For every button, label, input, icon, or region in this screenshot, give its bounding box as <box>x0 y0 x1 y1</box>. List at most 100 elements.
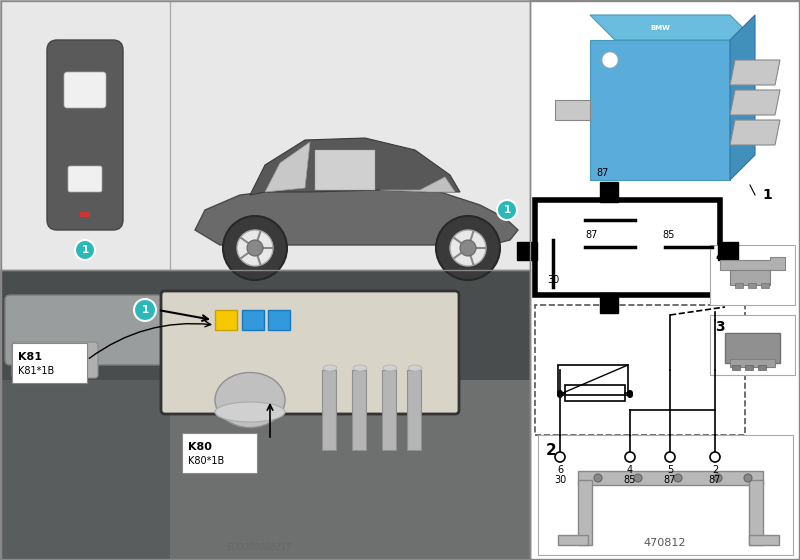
Text: 85: 85 <box>624 475 636 485</box>
Circle shape <box>223 216 287 280</box>
Bar <box>517 242 537 260</box>
Text: 87: 87 <box>709 475 721 485</box>
Bar <box>558 535 588 545</box>
Text: 87: 87 <box>597 168 609 178</box>
Bar <box>0 270 530 560</box>
Circle shape <box>450 230 486 266</box>
Text: 1: 1 <box>142 305 149 315</box>
Text: K81*1B: K81*1B <box>18 366 54 376</box>
Bar <box>732 365 740 370</box>
Circle shape <box>75 240 95 260</box>
FancyBboxPatch shape <box>12 342 98 378</box>
FancyBboxPatch shape <box>68 166 102 192</box>
Circle shape <box>665 452 675 462</box>
FancyBboxPatch shape <box>47 40 123 230</box>
Polygon shape <box>250 138 460 195</box>
Bar <box>578 480 592 545</box>
Text: 4: 4 <box>715 250 725 264</box>
Bar <box>718 242 738 260</box>
Bar <box>0 0 170 270</box>
Circle shape <box>714 474 722 482</box>
Circle shape <box>674 474 682 482</box>
Circle shape <box>460 240 476 256</box>
Polygon shape <box>730 60 780 85</box>
Text: 1: 1 <box>762 188 772 202</box>
Bar <box>578 471 763 485</box>
Circle shape <box>602 52 618 68</box>
Text: K80: K80 <box>188 442 212 452</box>
Bar <box>538 435 793 555</box>
Text: BMW: BMW <box>650 25 670 31</box>
Polygon shape <box>590 15 755 40</box>
Polygon shape <box>315 150 375 190</box>
Ellipse shape <box>215 372 285 427</box>
Bar <box>0 270 170 560</box>
Text: 85: 85 <box>725 246 738 256</box>
Bar <box>745 365 753 370</box>
Bar <box>730 359 775 367</box>
Circle shape <box>237 230 273 266</box>
Circle shape <box>134 299 156 321</box>
Text: K80*1B: K80*1B <box>188 456 224 466</box>
Bar <box>0 270 530 560</box>
Bar <box>530 0 800 560</box>
FancyBboxPatch shape <box>161 291 459 414</box>
Polygon shape <box>590 40 730 180</box>
FancyBboxPatch shape <box>5 295 165 365</box>
Bar <box>352 370 366 450</box>
Bar <box>735 283 743 288</box>
Bar <box>710 245 795 305</box>
Bar <box>565 385 625 401</box>
Circle shape <box>436 216 500 280</box>
Polygon shape <box>730 15 755 180</box>
Circle shape <box>557 390 563 396</box>
Bar <box>407 370 421 450</box>
Text: 30: 30 <box>547 275 559 285</box>
Polygon shape <box>730 90 780 115</box>
Bar <box>725 333 780 363</box>
Circle shape <box>627 392 633 398</box>
Bar <box>215 310 237 330</box>
Text: 30: 30 <box>518 246 530 256</box>
Bar <box>322 370 336 450</box>
Ellipse shape <box>323 365 337 371</box>
Bar <box>758 365 766 370</box>
Bar <box>558 365 628 395</box>
Bar <box>268 310 290 330</box>
Bar <box>0 270 530 380</box>
Bar <box>0 0 530 560</box>
Circle shape <box>247 240 263 256</box>
Text: 470812: 470812 <box>644 538 686 548</box>
Text: 6: 6 <box>557 465 563 475</box>
Polygon shape <box>380 177 455 192</box>
Polygon shape <box>555 100 590 120</box>
Ellipse shape <box>383 365 397 371</box>
Text: 4: 4 <box>627 465 633 475</box>
Text: K81: K81 <box>18 352 42 362</box>
Polygon shape <box>265 142 310 192</box>
FancyBboxPatch shape <box>64 72 106 108</box>
Bar <box>12 343 87 383</box>
Text: 5: 5 <box>667 465 673 475</box>
Bar <box>530 0 800 560</box>
Text: 30: 30 <box>554 475 566 485</box>
Bar <box>80 212 90 217</box>
Text: 87: 87 <box>585 230 598 240</box>
Text: 85: 85 <box>662 230 674 240</box>
Circle shape <box>594 474 602 482</box>
Circle shape <box>625 452 635 462</box>
Bar <box>748 283 756 288</box>
Ellipse shape <box>408 365 422 371</box>
Circle shape <box>555 452 565 462</box>
Circle shape <box>497 200 517 220</box>
Circle shape <box>710 452 720 462</box>
Circle shape <box>557 392 563 398</box>
Bar <box>730 270 770 285</box>
Bar <box>600 293 618 313</box>
Text: 1: 1 <box>82 245 89 255</box>
Bar <box>749 480 763 545</box>
Bar <box>761 283 769 288</box>
Bar <box>182 433 257 473</box>
Polygon shape <box>720 257 785 270</box>
Circle shape <box>634 474 642 482</box>
